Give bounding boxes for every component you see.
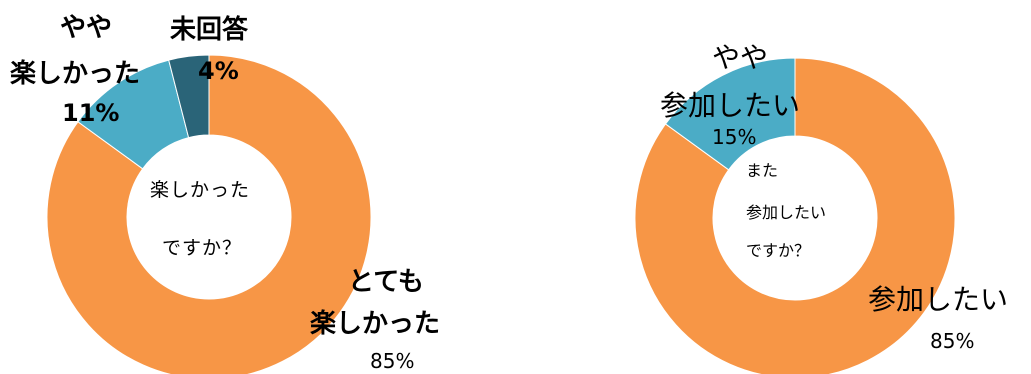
label-some-participate-line-1: やや: [712, 41, 769, 74]
right-center-line-2: 参加したい: [746, 203, 827, 222]
donut-chart-participate-again: [634, 57, 956, 374]
participate-slice-2: [664, 57, 796, 171]
label-participate: 参加したい: [868, 283, 1009, 316]
label-some-enjoyed-line-2: 楽しかった: [10, 59, 141, 89]
label-very-enjoyed-line-1: とても: [348, 267, 424, 297]
left-center-line-1: 楽しかった: [150, 179, 251, 201]
right-center-line-1: また: [746, 161, 779, 180]
label-very-enjoyed-pct: 85%: [370, 349, 415, 373]
enjoyed-slice-1: [46, 54, 372, 374]
donut-chart-enjoyed: [46, 54, 372, 374]
label-some-participate-pct: 15%: [712, 125, 757, 149]
participate-slice-1: [634, 57, 956, 374]
label-some-enjoyed-pct: 11%: [62, 99, 120, 127]
label-participate-pct: 85%: [930, 329, 975, 353]
label-no-answer: 未回答: [170, 15, 249, 45]
label-very-enjoyed-line-2: 楽しかった: [310, 309, 441, 339]
label-some-enjoyed-line-1: やや: [60, 13, 113, 43]
label-no-answer-pct: 4%: [198, 57, 239, 85]
right-center-line-3: ですか？: [746, 241, 811, 260]
label-some-participate-line-2: 参加したい: [660, 89, 801, 122]
left-center-line-2: ですか？: [162, 237, 243, 259]
enjoyed-slice-3: [168, 54, 210, 139]
